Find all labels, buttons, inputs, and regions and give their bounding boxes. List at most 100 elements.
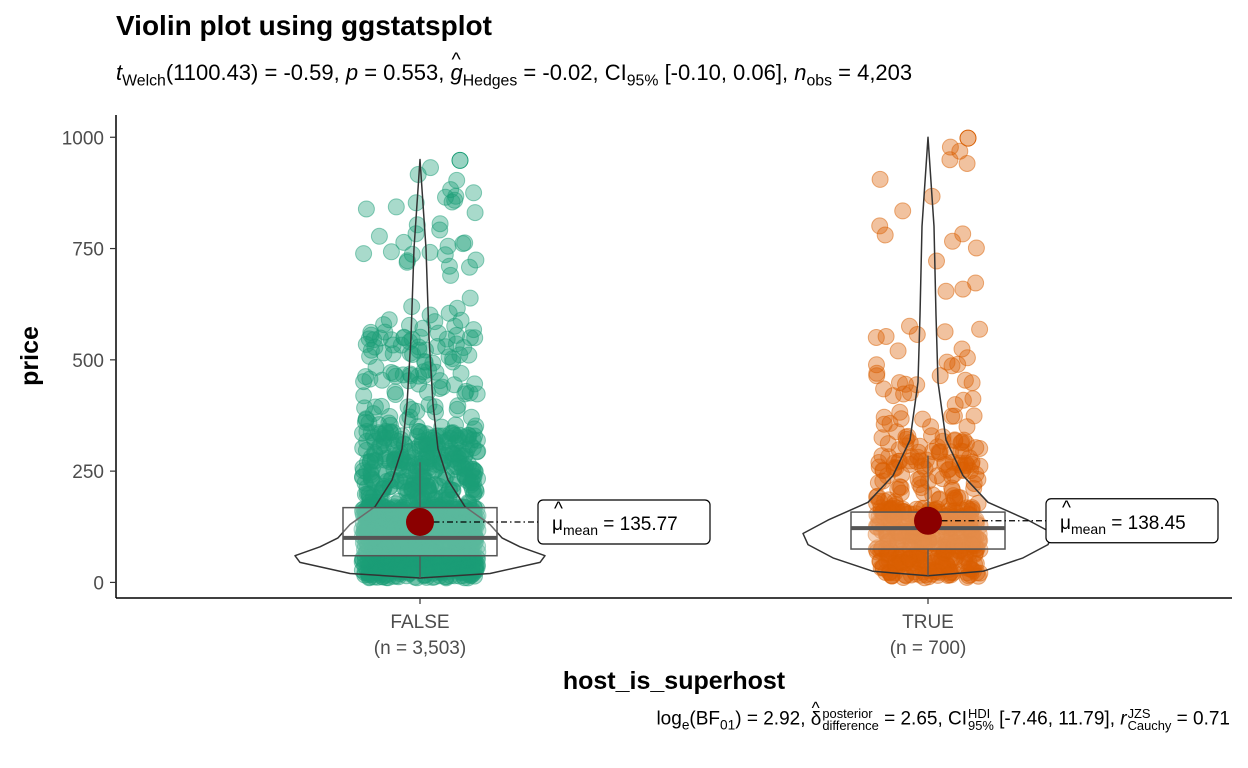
- data-point: [875, 415, 893, 433]
- data-point: [464, 469, 482, 487]
- data-point: [934, 428, 952, 446]
- data-point: [902, 541, 920, 559]
- data-point: [431, 215, 449, 233]
- data-point: [460, 346, 478, 364]
- group-true: μmean = 138.45^ TRUE (n = 700): [802, 129, 1219, 659]
- data-point: [450, 561, 468, 579]
- data-point: [448, 299, 466, 317]
- mean-label-box: [537, 499, 711, 545]
- data-point: [466, 329, 484, 347]
- data-point: [387, 386, 404, 403]
- data-point: [964, 390, 982, 408]
- data-point: [372, 560, 390, 578]
- data-point: [931, 367, 949, 385]
- data-point: [891, 374, 908, 392]
- data-point: [946, 396, 964, 414]
- data-point: [453, 459, 471, 477]
- data-point: [455, 515, 473, 533]
- data-point: [971, 457, 989, 475]
- data-point: [385, 365, 403, 383]
- data-point: [357, 200, 375, 218]
- data-point: [395, 233, 413, 251]
- data-point: [454, 235, 472, 253]
- data-point: [869, 487, 886, 505]
- chart-subtitle: tWelch(1100.43) = -0.59, p = 0.553, gHed…: [116, 49, 912, 91]
- data-point: [362, 341, 380, 359]
- data-point: [431, 221, 449, 239]
- data-point: [355, 245, 373, 263]
- data-point: [468, 385, 486, 403]
- data-point: [895, 385, 913, 403]
- data-point: [447, 335, 465, 353]
- data-point: [468, 443, 486, 461]
- data-point: [876, 226, 894, 244]
- data-point: [387, 198, 405, 216]
- data-point: [377, 422, 395, 440]
- mean-point: [406, 507, 434, 536]
- data-point: [429, 324, 447, 342]
- data-point: [881, 414, 899, 432]
- data-point: [929, 438, 946, 456]
- mean-label-hat: ^: [1062, 498, 1071, 519]
- data-point: [395, 328, 413, 346]
- data-point: [440, 304, 458, 322]
- data-point: [355, 387, 373, 405]
- data-point: [954, 280, 972, 298]
- data-point: [387, 472, 405, 490]
- y-tick-label: 1000: [62, 128, 104, 149]
- x-tick-label: TRUE: [902, 612, 954, 633]
- data-point: [924, 443, 942, 460]
- x-tick-count-label: (n = 700): [890, 638, 967, 659]
- data-point: [953, 340, 971, 358]
- data-point: [461, 329, 479, 347]
- data-point: [398, 411, 416, 429]
- data-point: [889, 342, 907, 360]
- data-point: [936, 323, 954, 341]
- data-point: [378, 556, 396, 574]
- data-point: [959, 129, 977, 147]
- data-point: [462, 474, 479, 492]
- data-point: [376, 541, 394, 559]
- data-point: [361, 489, 379, 507]
- data-point: [956, 371, 974, 389]
- mean-label-text: μmean = 138.45: [1060, 513, 1186, 537]
- data-point: [941, 151, 959, 169]
- data-point: [467, 251, 485, 269]
- data-point: [427, 403, 444, 421]
- data-point: [437, 338, 455, 356]
- data-point: [410, 367, 428, 385]
- data-point: [914, 410, 932, 428]
- data-point: [465, 184, 483, 202]
- data-point: [949, 355, 967, 373]
- x-tick-label: FALSE: [390, 612, 449, 633]
- data-point: [963, 560, 981, 578]
- mean-label-hat: ^: [554, 499, 563, 520]
- group-false: μmean = 135.77^ FALSE (n = 3,503): [294, 151, 711, 659]
- data-point: [421, 306, 439, 324]
- data-point: [380, 311, 398, 329]
- data-point: [461, 384, 479, 402]
- chart-title: Violin plot using ggstatsplot: [116, 10, 492, 41]
- data-point: [386, 500, 404, 517]
- data-point: [421, 243, 439, 261]
- data-point: [868, 367, 886, 385]
- data-point: [970, 530, 988, 548]
- data-point: [911, 437, 929, 455]
- data-point: [946, 490, 964, 508]
- data-point: [445, 376, 463, 394]
- data-point: [399, 443, 417, 461]
- data-point: [417, 453, 435, 471]
- y-tick-label: 0: [93, 573, 104, 594]
- data-point: [354, 550, 372, 568]
- data-point: [871, 170, 889, 188]
- data-point: [971, 320, 989, 338]
- data-point: [967, 239, 985, 257]
- data-point: [958, 456, 976, 474]
- data-point: [892, 478, 910, 496]
- data-point: [954, 225, 972, 243]
- data-point: [410, 341, 428, 359]
- x-axis-title: host_is_superhost: [563, 667, 786, 695]
- data-point: [892, 484, 910, 502]
- data-point: [372, 518, 390, 536]
